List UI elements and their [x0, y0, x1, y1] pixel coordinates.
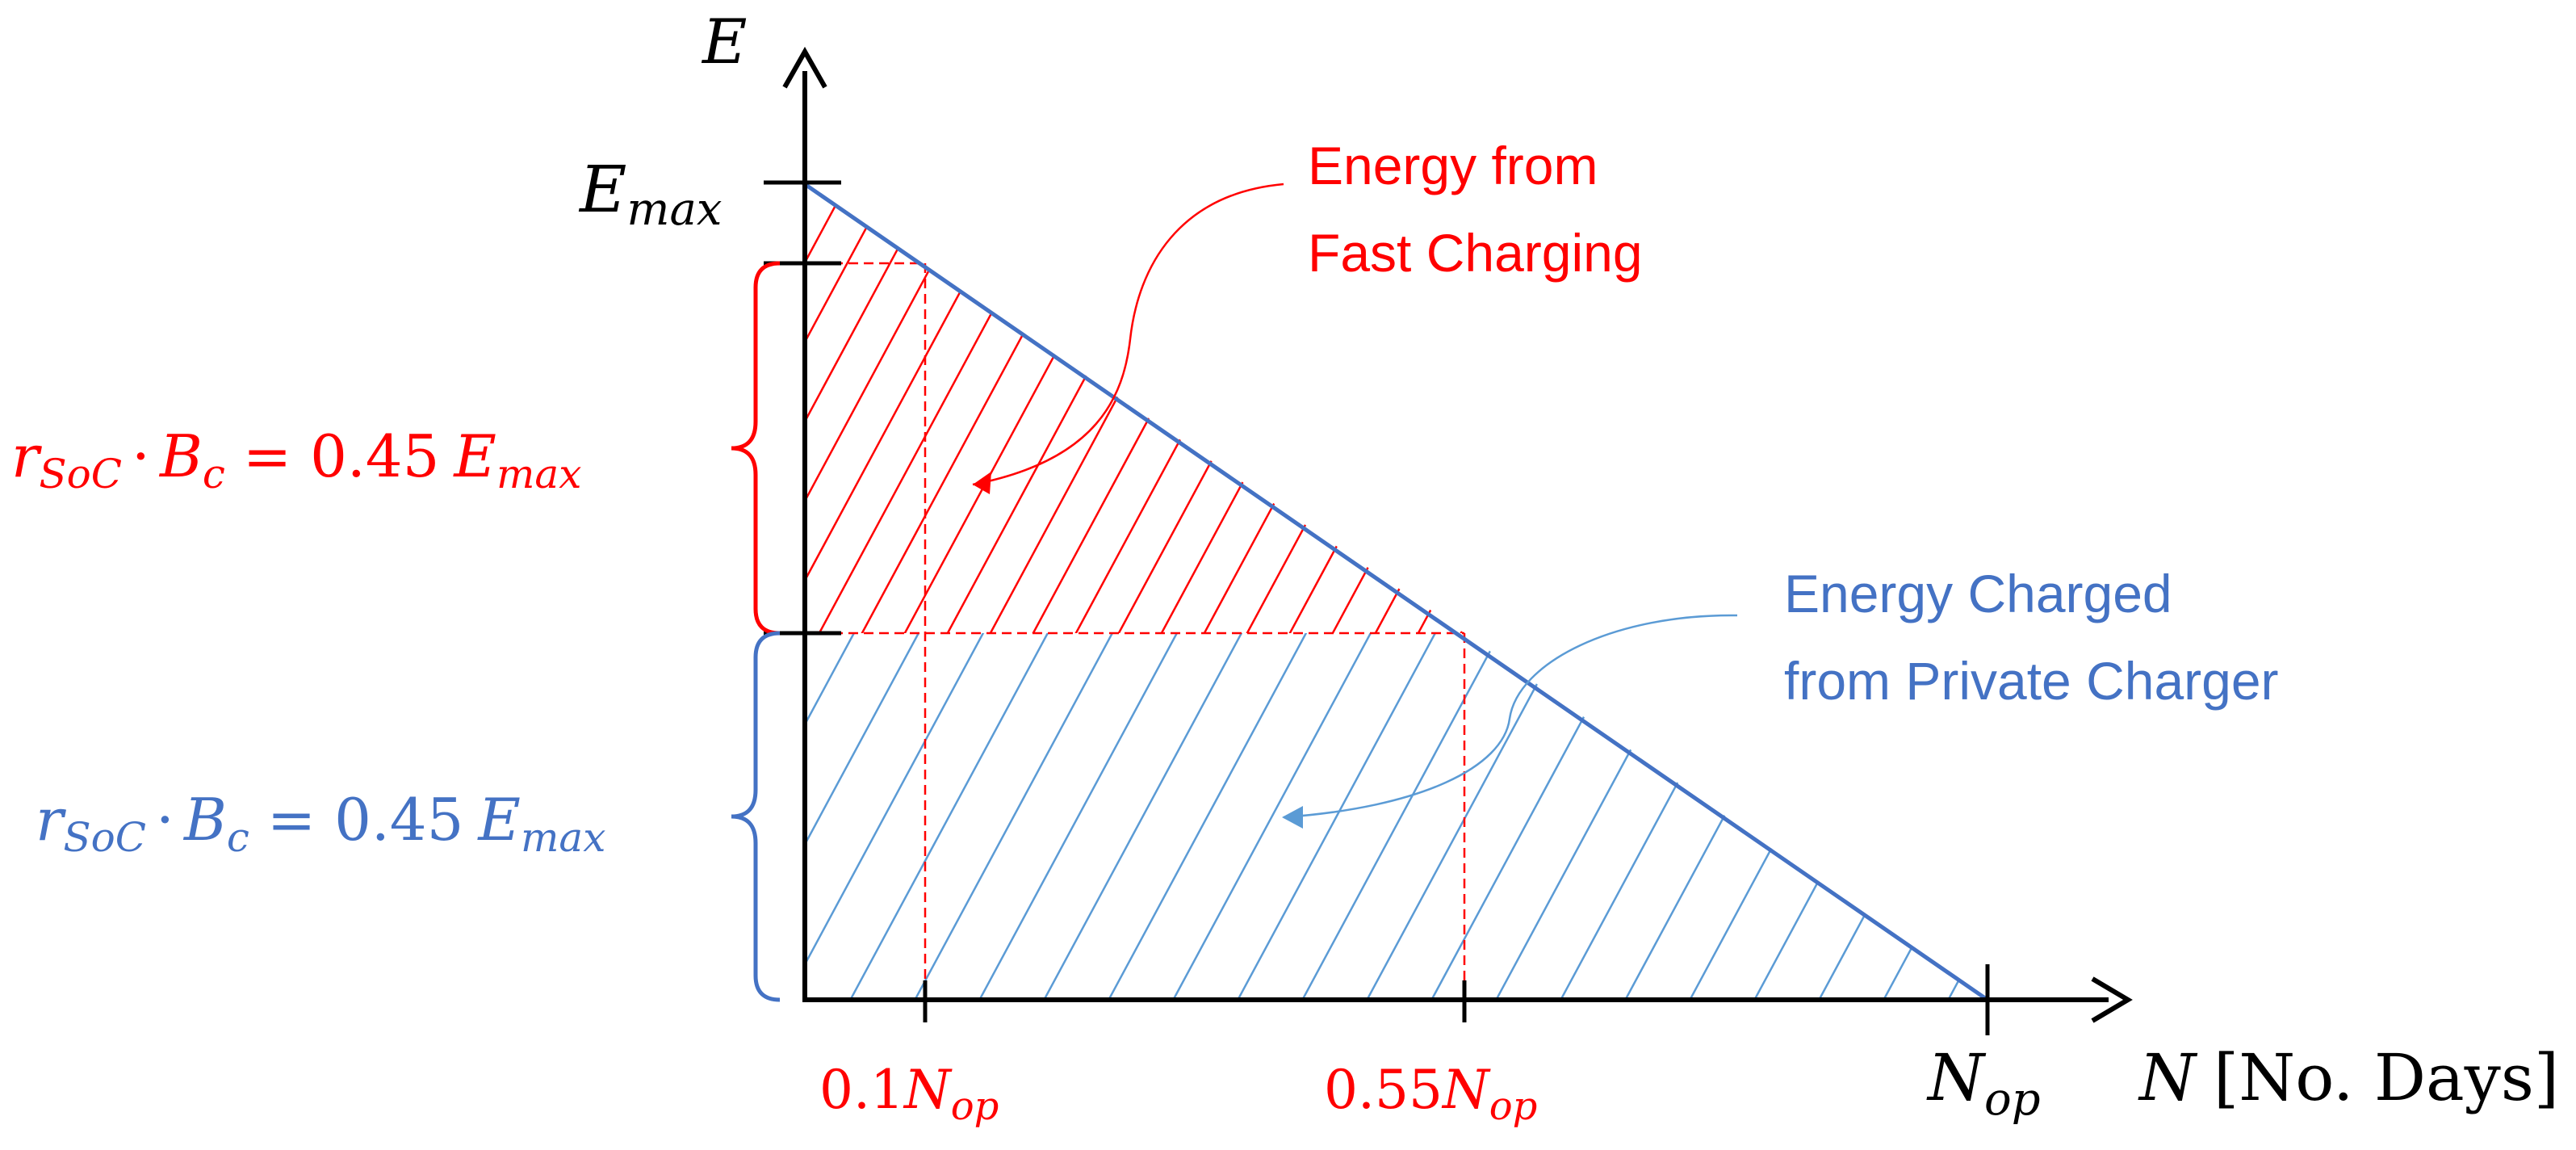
hatch-line-blue: [802, 633, 1196, 1000]
red-brace-label: rSoC · Bc = 0.45 Emax: [11, 422, 581, 497]
emax-label: Emax: [578, 152, 722, 236]
x-tick-nop: Nop: [1926, 1040, 2041, 1126]
hatch-line-red: [802, 183, 948, 633]
y-axis-label: E: [701, 6, 747, 78]
y-axis-arrowhead: [782, 46, 827, 89]
x-tick-01: 0.1Nop: [819, 1059, 999, 1129]
red-brace: [731, 261, 781, 636]
hatch-line-blue: [1016, 633, 1584, 1000]
fast-charging-hatch: [210, 0, 1464, 1050]
fast-charging-arrowhead: [973, 472, 991, 494]
hatch-line-blue: [802, 633, 1132, 1000]
hatch-line-blue: [1532, 633, 1987, 1000]
hatch-line-red: [802, 183, 1119, 633]
hatch-line-blue: [1661, 633, 1987, 1000]
hatch-line-red: [802, 183, 991, 633]
x-tick-055: 0.55Nop: [1324, 1059, 1537, 1129]
fast-charging-label: Energy from Fast Charging: [1308, 136, 1643, 283]
hatch-line-blue: [1726, 633, 1987, 1000]
fast-charging-line-2: Fast Charging: [1308, 223, 1643, 283]
hatch-line-red: [802, 183, 1333, 633]
private-charger-line-2: from Private Charger: [1784, 651, 2279, 711]
hatch-line-red: [893, 183, 1461, 633]
axes: [802, 71, 2109, 1002]
hatch-line-blue: [1209, 633, 1778, 1000]
hatch-line-red: [210, 0, 775, 1050]
hatch-line-blue: [951, 633, 1519, 1000]
hatch-line-red: [802, 183, 1290, 633]
private-charger-line-1: Energy Charged: [1784, 564, 2172, 623]
hatch-line-red: [802, 183, 1162, 633]
private-charger-arrow: [1283, 614, 1738, 819]
hatch-line-blue: [1274, 633, 1842, 1000]
x-axis-arrowhead: [2091, 976, 2133, 1023]
blue-brace-label: rSoC · Bc = 0.45 Emax: [36, 786, 605, 861]
hatch-line-blue: [1145, 633, 1713, 1000]
hatch-line-blue: [802, 633, 1326, 1000]
hatch-line-blue: [1791, 633, 1987, 1000]
x-axis-label: N [No. Days]: [2138, 1040, 2559, 1115]
private-charger-label: Energy Charged from Private Charger: [1784, 564, 2279, 711]
hatch-line-blue: [1855, 633, 1987, 1000]
hatch-line-blue: [1080, 633, 1648, 1000]
hatch-line-red: [807, 183, 1376, 633]
hatch-line-red: [802, 183, 1204, 633]
energy-line: [801, 180, 1989, 1002]
hatch-line-blue: [1468, 633, 1987, 1000]
hatch-line-blue: [1403, 633, 1971, 1000]
hatch-line-blue: [1597, 633, 1987, 1000]
hatch-line-red: [978, 183, 1464, 633]
hatch-line-red: [1021, 183, 1464, 633]
hatch-line-red: [802, 183, 819, 633]
hatch-line-blue: [1920, 633, 1987, 1000]
hatch-line-blue: [822, 633, 1390, 1000]
hatch-line-blue: [802, 633, 1261, 1000]
hatch-line-blue: [886, 633, 1455, 1000]
blue-brace: [731, 631, 781, 1002]
hatch-line-red: [850, 183, 1418, 633]
hatch-line-red: [936, 183, 1464, 633]
hatch-line-red: [802, 183, 862, 633]
hatch-line-red: [802, 183, 1247, 633]
fast-charging-line-1: Energy from: [1308, 136, 1598, 195]
hatch-line-blue: [1338, 633, 1907, 1000]
guide-lines: [802, 262, 1466, 1000]
hatch-line-red: [802, 183, 1033, 633]
private-charger-arrowhead: [1282, 806, 1303, 829]
fast-charging-arrow: [972, 183, 1284, 486]
